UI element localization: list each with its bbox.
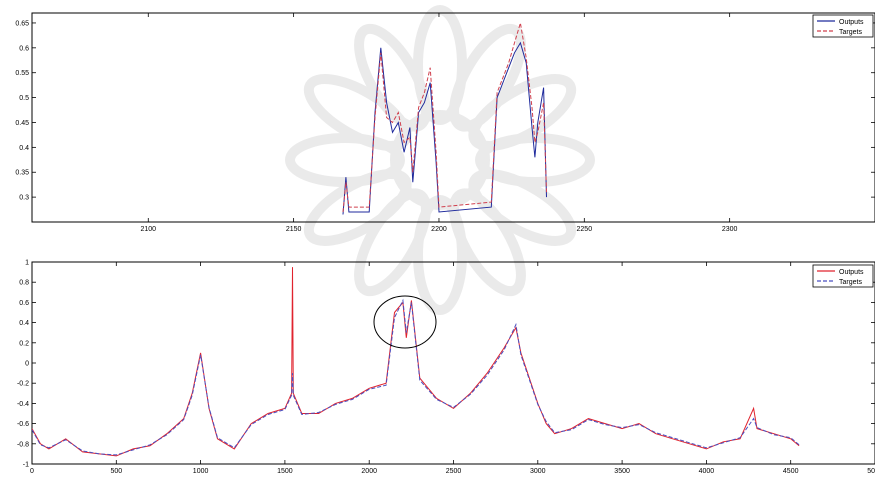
bottom-y-tick-label: 0.4	[19, 320, 29, 327]
bottom-series-outputs	[32, 267, 800, 457]
bottom-y-tick-label: 0.2	[19, 340, 29, 347]
bottom-y-tick-label: 0.8	[19, 280, 29, 287]
bottom-x-tick-label: 0	[30, 468, 34, 475]
bottom-y-tick-label: 1	[25, 260, 29, 267]
top-y-tick-label: 0.3	[19, 195, 29, 202]
bottom-x-tick-label: 1000	[193, 468, 209, 475]
bottom-x-tick-label: 4500	[783, 468, 799, 475]
top-y-tick-label: 0.65	[15, 20, 29, 27]
bottom-y-tick-label: 0.6	[19, 300, 29, 307]
watermark-petal	[449, 23, 526, 132]
bottom-x-tick-label: 2000	[361, 468, 377, 475]
top-ticks: 2100 2150 2200 2250 2300 0.3 0.35 0.4 0.45 0.5 0.5…	[15, 13, 875, 233]
watermark-petal	[303, 74, 412, 151]
bottom-x-tick-label: 5000	[867, 468, 875, 475]
watermark-petal	[468, 74, 577, 151]
top-legend: Outputs Targets	[812, 14, 874, 38]
top-y-tick-label: 0.4	[19, 145, 29, 152]
top-x-tick-label: 2200	[431, 226, 447, 233]
watermark-petal	[449, 188, 526, 297]
bottom-series-lines	[32, 267, 800, 457]
bottom-ticks: 0 500 1000 1500 2000 2500 3000 3500 4000 4500 5000…	[17, 260, 875, 475]
peak-highlight-ellipse	[373, 295, 437, 349]
bottom-y-tick-label: -0.4	[17, 401, 29, 408]
top-y-tick-label: 0.45	[15, 120, 29, 127]
watermark-petal	[468, 169, 577, 246]
watermark-petal	[354, 188, 431, 297]
bottom-y-tick-label: -1	[23, 462, 29, 469]
bottom-x-tick-label: 500	[110, 468, 122, 475]
top-x-tick-label: 2100	[140, 226, 156, 233]
bottom-x-tick-label: 2500	[446, 468, 462, 475]
bottom-y-tick-label: -0.2	[17, 381, 29, 388]
top-y-tick-label: 0.55	[15, 70, 29, 77]
watermark-rosette	[285, 5, 595, 315]
bottom-x-tick-label: 3500	[614, 468, 630, 475]
bottom-x-tick-label: 1500	[277, 468, 293, 475]
watermark-core	[390, 110, 490, 210]
bottom-legend-targets-label: Targets	[839, 279, 862, 286]
bottom-y-tick-label: -0.8	[17, 441, 29, 448]
top-series-targets	[342, 22, 547, 213]
watermark-petal	[354, 23, 431, 132]
bottom-x-tick-label: 3000	[530, 468, 546, 475]
top-series-lines	[342, 22, 547, 215]
bottom-series-targets	[32, 298, 800, 456]
top-x-tick-label: 2150	[286, 226, 302, 233]
top-y-tick-label: 0.5	[19, 95, 29, 102]
bottom-y-tick-label: -0.6	[17, 421, 29, 428]
bottom-y-tick-label: 0	[25, 361, 29, 368]
top-y-tick-label: 0.35	[15, 170, 29, 177]
top-x-tick-label: 2300	[722, 226, 738, 233]
top-legend-targets-label: Targets	[839, 29, 862, 36]
bottom-plot-panel: 0 500 1000 1500 2000 2500 3000 3500 4000 4500 5000…	[17, 260, 875, 475]
top-y-tick-label: 0.6	[19, 45, 29, 52]
bottom-legend-outputs-label: Outputs	[839, 269, 864, 276]
bottom-x-tick-label: 4000	[699, 468, 715, 475]
top-plot-panel: 2100 2150 2200 2250 2300 0.3 0.35 0.4 0.45 0.5 0.5…	[15, 12, 875, 233]
top-plot-axes-box	[31, 12, 875, 223]
top-x-tick-label: 2250	[577, 226, 593, 233]
top-legend-outputs-label: Outputs	[839, 19, 864, 26]
bottom-legend: Outputs Targets	[812, 264, 874, 288]
